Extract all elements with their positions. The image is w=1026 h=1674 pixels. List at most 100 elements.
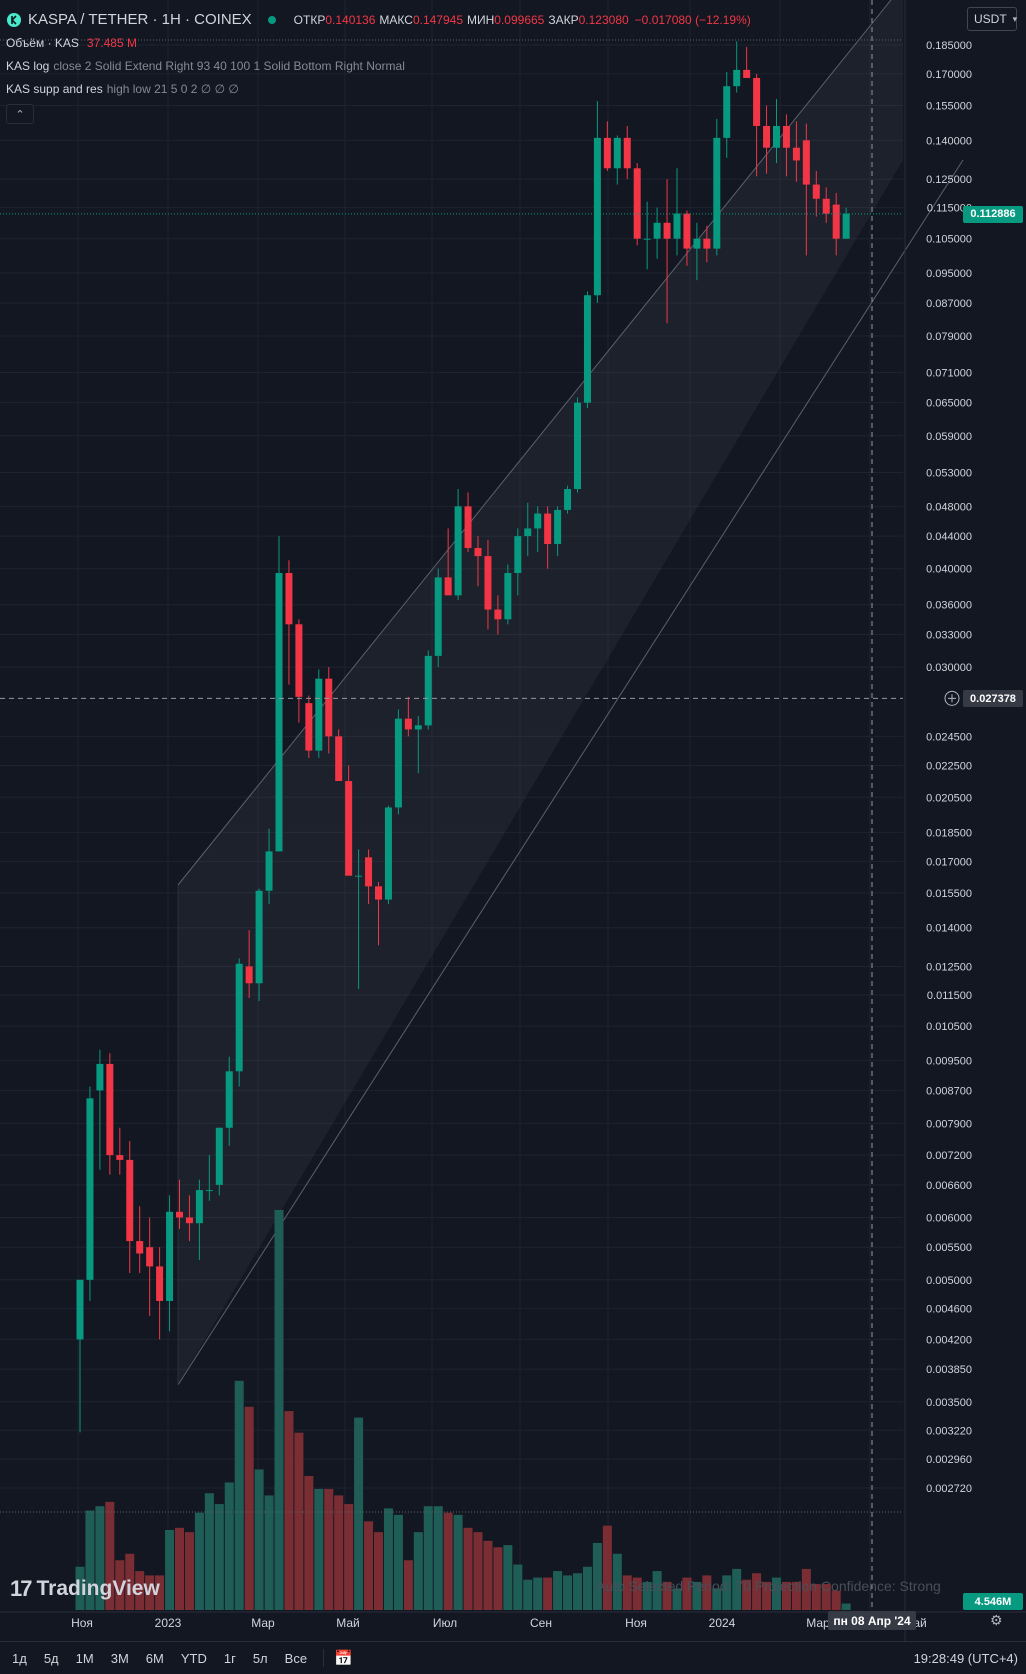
candle-body (723, 86, 731, 138)
candle (295, 619, 303, 723)
candle-body (792, 147, 800, 161)
candle-body (355, 875, 363, 877)
time-tick-label: Сен (530, 1616, 552, 1630)
price-tick-label: 0.048000 (926, 501, 972, 513)
candle-body (574, 402, 581, 490)
time-tick-label: Май (336, 1616, 360, 1630)
timeframe-5y[interactable]: 5л (252, 1650, 268, 1666)
candle-body (404, 718, 412, 730)
volume-bar (264, 1495, 274, 1610)
volume-bar (224, 1482, 234, 1610)
candle (355, 849, 363, 990)
candle (166, 1195, 174, 1332)
volume-bar (563, 1575, 573, 1610)
candle-body (176, 1211, 183, 1218)
timeframe-ytd[interactable]: YTD (180, 1650, 207, 1666)
tradingview-logo[interactable]: 17 TradingView (10, 1576, 160, 1602)
candle (375, 882, 382, 946)
time-axis: Ноя2023МарМайИюлСенНоя2024МарМай (71, 1616, 927, 1630)
candle-body (255, 890, 263, 984)
candle-body (414, 725, 422, 730)
projection-watermark: Auto Selected Period: 70 Projection Conf… (596, 1578, 941, 1594)
volume-row[interactable]: Объём · KAS 37.485 M (6, 31, 751, 54)
price-axis: 0.185000 0.170000 0.155000 0.140000 0.125000… (926, 40, 972, 1495)
price-tick-label: 0.155000 (926, 101, 972, 113)
clock-timezone[interactable]: 19:28:49 (UTC+4) (913, 1650, 1018, 1666)
candle-body (663, 222, 671, 239)
volume-tag: 4.546M (963, 1593, 1023, 1610)
indicator-supp-res-row[interactable]: KAS supp and res high low 21 5 0 2 ∅ ∅ ∅ (6, 77, 751, 100)
timeframe-all[interactable]: Все (284, 1650, 308, 1666)
candle-body (514, 536, 522, 574)
timeframe-6m[interactable]: 6М (145, 1650, 164, 1666)
price-tick-label: 0.009500 (926, 1055, 972, 1067)
volume-bar (722, 1575, 732, 1610)
calendar-goto-date-icon[interactable]: 📅 (334, 1650, 353, 1667)
volume-bar (841, 1603, 851, 1610)
volume-bar (642, 1581, 652, 1610)
volume-bar (503, 1545, 513, 1610)
timeframe-5d[interactable]: 5д (43, 1650, 59, 1666)
candle-body (345, 781, 353, 876)
candle-body (773, 125, 780, 148)
price-tick-label: 0.002960 (926, 1454, 972, 1466)
price-tick-label: 0.140000 (926, 135, 972, 147)
volume-bar (513, 1564, 523, 1610)
volume-bar (573, 1573, 582, 1610)
price-tick-label: 0.036000 (926, 600, 972, 612)
candle-body (464, 506, 472, 548)
candle-body (673, 213, 681, 239)
market-status-icon (267, 15, 276, 24)
volume-bar (324, 1488, 334, 1610)
symbol-name[interactable]: KASPA / TETHER · 1H · COINEX (28, 11, 252, 28)
price-tick-label: 0.020500 (926, 792, 972, 804)
candle (753, 73, 761, 177)
timeframe-1d[interactable]: 1д (12, 1650, 27, 1666)
candle-body (315, 678, 323, 751)
timeframe-1y[interactable]: 1г (223, 1650, 236, 1666)
candle (225, 1056, 233, 1146)
volume-bar (493, 1547, 503, 1610)
candle (554, 506, 562, 557)
indicator-kas-log-row[interactable]: KAS log close 2 Solid Extend Right 93 40… (6, 54, 751, 77)
candle-body (434, 577, 442, 656)
candle (723, 71, 731, 158)
candle-body (782, 125, 790, 148)
volume-bar (354, 1417, 364, 1610)
price-tick-label: 0.095000 (926, 268, 972, 280)
indicator-kas-log-name: KAS log (6, 58, 50, 73)
current-price-tag: 0.112886 (963, 205, 1023, 223)
volume-bar (622, 1575, 632, 1610)
candle-body (116, 1155, 124, 1160)
chevron-down-icon: ▾ (1012, 13, 1018, 24)
candle (215, 1127, 223, 1196)
candle-body (524, 528, 532, 537)
candle (424, 650, 432, 730)
toolbar-divider (323, 1649, 325, 1667)
collapse-legend-button[interactable]: ⌃ (6, 104, 34, 124)
bottom-toolbar: 1д 5д 1М 3М 6М YTD 1г 5л Все 📅 19:28:49 … (0, 1641, 1026, 1674)
price-tick-label: 0.011500 (927, 990, 972, 1002)
candle-body (564, 489, 572, 510)
candle-body (603, 137, 611, 169)
candle-body (136, 1241, 144, 1254)
timeframe-1m[interactable]: 1М (75, 1650, 94, 1666)
candle (315, 669, 323, 758)
volume-bar (672, 1588, 682, 1610)
candle (345, 765, 353, 876)
settings-gear-icon[interactable]: ⚙ (990, 1612, 1003, 1628)
price-tick-label: 0.004200 (926, 1334, 972, 1346)
candle-body (195, 1190, 203, 1224)
price-tick-label: 0.030000 (926, 662, 972, 674)
volume-bar (831, 1590, 841, 1610)
volume-bar (165, 1530, 175, 1610)
indicator-kas-log-params: close 2 Solid Extend Right 93 40 100 1 S… (53, 58, 405, 73)
high-value: 0.147945 (412, 12, 463, 27)
candle-body (365, 857, 373, 887)
candle (474, 536, 482, 587)
timeframe-3m[interactable]: 3М (110, 1650, 129, 1666)
price-tick-label: 0.003850 (926, 1364, 972, 1376)
currency-unit-selector[interactable]: USDT ▾ (967, 7, 1017, 31)
